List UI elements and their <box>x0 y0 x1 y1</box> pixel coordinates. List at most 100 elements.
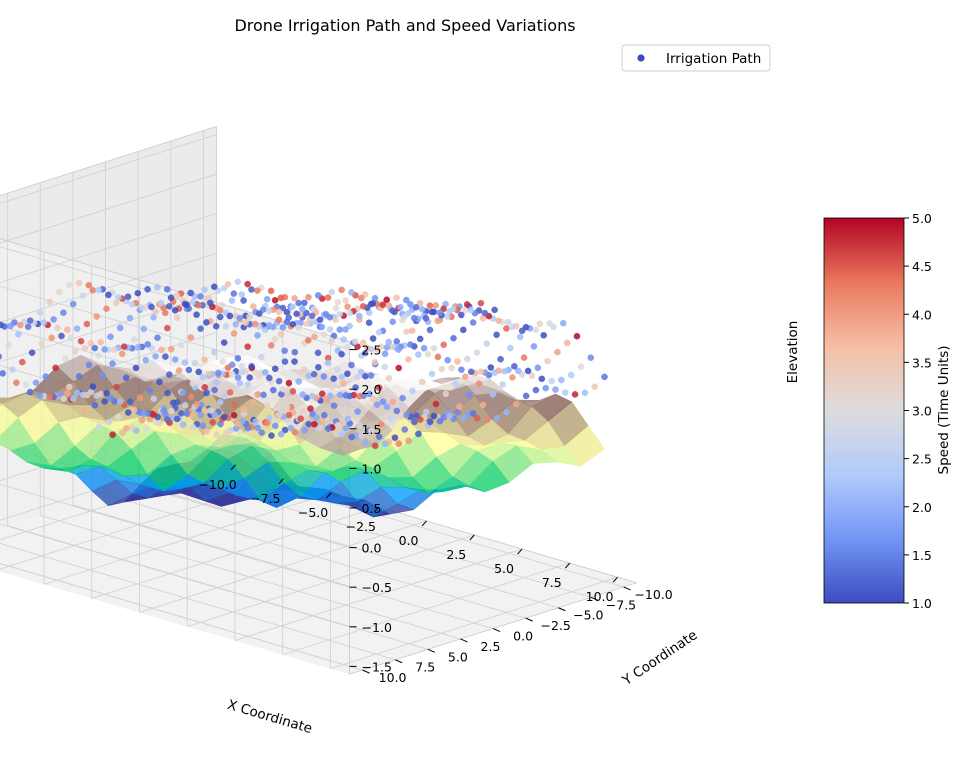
path-point <box>277 331 285 338</box>
path-point <box>134 289 142 297</box>
path-point <box>230 290 238 297</box>
path-point <box>113 383 120 391</box>
path-point <box>562 389 569 396</box>
path-point <box>493 331 500 339</box>
path-point <box>17 321 24 329</box>
path-point <box>191 359 199 367</box>
path-point <box>217 399 224 406</box>
path-point <box>401 426 408 433</box>
path-point <box>252 320 259 328</box>
path-point <box>481 309 489 317</box>
path-point <box>48 334 55 342</box>
path-point <box>252 418 259 425</box>
path-point <box>46 298 53 306</box>
path-point <box>254 332 261 339</box>
x-tick-mark <box>326 492 332 499</box>
path-point <box>430 412 438 420</box>
path-point <box>15 330 22 338</box>
path-point <box>125 409 132 416</box>
path-point <box>189 423 197 431</box>
path-point <box>73 325 81 332</box>
z-grid-back <box>0 483 350 588</box>
path-point <box>509 374 516 381</box>
y-tick-mark <box>525 617 533 622</box>
path-point <box>285 379 293 387</box>
path-point <box>538 375 546 383</box>
path-point <box>22 381 30 388</box>
path-point <box>91 401 99 409</box>
path-point <box>340 380 347 387</box>
colorbar: 1.0 1.5 2.0 2.5 3.0 3.5 4.0 4.5 5.0 Speed (Time U… <box>823 211 952 611</box>
path-point <box>491 369 498 376</box>
x-tick-label: −7.5 <box>250 491 280 506</box>
path-point <box>450 334 457 342</box>
path-point <box>422 408 430 416</box>
path-point <box>293 310 300 318</box>
path-point <box>458 311 465 319</box>
path-point <box>413 412 420 419</box>
path-point <box>293 397 301 404</box>
path-point <box>552 386 559 393</box>
path-point <box>308 312 316 320</box>
path-point <box>520 354 528 361</box>
legend: Irrigation Path <box>621 44 771 72</box>
path-point <box>244 424 252 432</box>
colorbar-gradient <box>823 217 905 604</box>
path-point <box>415 351 422 358</box>
path-point <box>97 338 104 346</box>
path-point <box>430 308 438 316</box>
path-point <box>436 309 443 316</box>
path-point <box>336 311 343 318</box>
path-point <box>244 280 251 288</box>
path-point <box>109 431 116 438</box>
path-point <box>281 358 289 365</box>
path-point <box>177 341 185 349</box>
path-point <box>344 343 351 351</box>
path-point <box>366 390 373 398</box>
y-axis-label: Y Coordinate <box>619 627 701 689</box>
z-axis-label: Elevation <box>785 321 801 384</box>
path-point <box>221 392 228 400</box>
path-point <box>165 303 173 310</box>
path-point <box>54 324 61 332</box>
y-tick-label: −5.0 <box>573 608 603 623</box>
path-point <box>509 323 516 331</box>
path-point <box>5 341 12 349</box>
path-point <box>146 387 154 394</box>
path-point <box>487 364 495 371</box>
path-point <box>195 368 202 376</box>
path-point <box>128 301 136 308</box>
path-point <box>446 412 453 420</box>
path-point <box>275 377 283 385</box>
path-point <box>256 310 263 317</box>
path-point <box>164 389 171 397</box>
path-point <box>213 379 220 386</box>
path-point <box>305 293 312 301</box>
path-point <box>95 352 102 359</box>
z-grid-back <box>0 563 350 667</box>
colorbar-label: Speed (Time Units) <box>936 346 952 475</box>
colorbar-tick-label: 4.0 <box>912 307 932 322</box>
z-grid-left <box>0 213 217 284</box>
path-point <box>50 316 57 323</box>
y-grid-floor <box>105 494 526 619</box>
path-point <box>573 332 581 340</box>
path-point <box>189 380 197 387</box>
y-tick-mark <box>558 607 566 612</box>
path-point <box>415 430 422 438</box>
path-point <box>211 411 218 419</box>
x-axis-label: X Coordinate <box>225 697 313 737</box>
path-point <box>399 394 406 402</box>
path-point <box>305 420 312 428</box>
path-point <box>168 345 175 353</box>
path-point <box>271 297 279 304</box>
path-point <box>138 416 146 424</box>
path-point <box>252 369 259 376</box>
path-point <box>213 431 220 438</box>
path-point <box>387 415 395 422</box>
path-point <box>126 398 134 405</box>
path-point <box>211 348 218 356</box>
path-point <box>173 292 181 299</box>
path-point <box>26 317 34 324</box>
x-tick-label: 2.5 <box>446 547 466 562</box>
